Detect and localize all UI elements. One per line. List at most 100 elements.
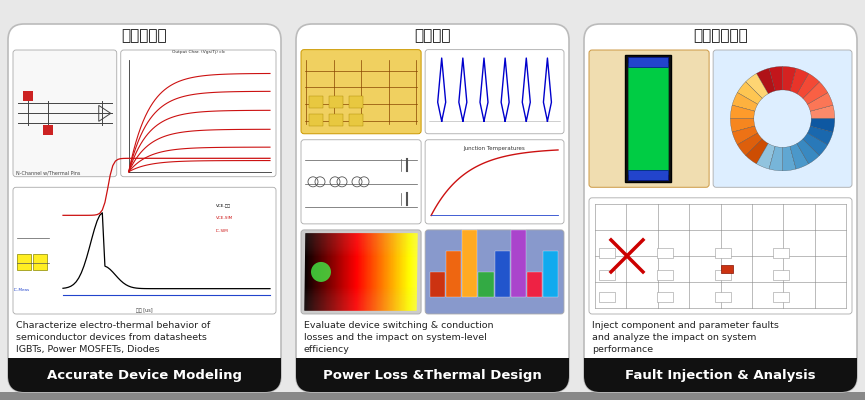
- Bar: [657, 292, 673, 302]
- Bar: [543, 251, 558, 297]
- Bar: [329, 114, 343, 126]
- Bar: [510, 230, 526, 297]
- Text: Inject component and parameter faults: Inject component and parameter faults: [592, 321, 778, 330]
- FancyBboxPatch shape: [301, 140, 421, 224]
- Text: Output Char. (Vgs/Tj) clc: Output Char. (Vgs/Tj) clc: [172, 50, 225, 54]
- Wedge shape: [769, 66, 783, 91]
- Text: Fault Injection & Analysis: Fault Injection & Analysis: [625, 368, 816, 382]
- FancyBboxPatch shape: [713, 50, 852, 187]
- Text: N-Channel w/Thermal Pins: N-Channel w/Thermal Pins: [16, 171, 80, 176]
- Bar: [495, 251, 509, 297]
- Wedge shape: [807, 92, 833, 111]
- Bar: [430, 272, 445, 297]
- FancyBboxPatch shape: [296, 24, 569, 392]
- Bar: [349, 114, 363, 126]
- Bar: [599, 248, 615, 258]
- Bar: [715, 248, 731, 258]
- FancyBboxPatch shape: [8, 358, 281, 392]
- Bar: [349, 96, 363, 108]
- Bar: [773, 248, 789, 258]
- Bar: [43, 125, 53, 135]
- FancyBboxPatch shape: [13, 187, 276, 314]
- Wedge shape: [732, 126, 758, 145]
- Bar: [0, 395, 865, 396]
- Text: performance: performance: [592, 345, 653, 354]
- FancyBboxPatch shape: [584, 24, 857, 392]
- Wedge shape: [811, 105, 835, 119]
- Text: 功率损耗: 功率损耗: [414, 28, 451, 43]
- Text: 故障注入分析: 故障注入分析: [693, 28, 748, 43]
- Text: IGBTs, Power MOSFETs, Diodes: IGBTs, Power MOSFETs, Diodes: [16, 345, 160, 354]
- Bar: [0, 399, 865, 400]
- Wedge shape: [730, 105, 755, 119]
- Bar: [309, 96, 323, 108]
- Text: and analyze the impact on system: and analyze the impact on system: [592, 333, 756, 342]
- FancyBboxPatch shape: [121, 50, 276, 177]
- FancyBboxPatch shape: [584, 358, 857, 392]
- Wedge shape: [803, 133, 828, 156]
- Bar: [17, 254, 31, 270]
- Bar: [715, 292, 731, 302]
- Wedge shape: [732, 92, 758, 111]
- Text: 时间 [us]: 时间 [us]: [136, 308, 153, 313]
- Bar: [584, 358, 857, 375]
- Wedge shape: [737, 133, 762, 156]
- Text: semiconductor devices from datasheets: semiconductor devices from datasheets: [16, 333, 207, 342]
- Bar: [296, 358, 569, 375]
- Bar: [657, 270, 673, 280]
- Wedge shape: [797, 139, 819, 164]
- Wedge shape: [746, 139, 768, 164]
- Wedge shape: [790, 144, 809, 169]
- Bar: [329, 96, 343, 108]
- Wedge shape: [769, 146, 783, 171]
- Wedge shape: [737, 82, 762, 104]
- Text: Accurate Device Modeling: Accurate Device Modeling: [47, 368, 242, 382]
- Bar: [0, 397, 865, 398]
- Text: Evaluate device switching & conduction: Evaluate device switching & conduction: [304, 321, 494, 330]
- Bar: [657, 248, 673, 258]
- Wedge shape: [783, 66, 796, 91]
- Bar: [23, 91, 33, 101]
- FancyBboxPatch shape: [589, 50, 709, 187]
- Wedge shape: [757, 144, 775, 169]
- Bar: [628, 64, 668, 174]
- Text: Junction Temperatures: Junction Temperatures: [464, 146, 525, 151]
- Text: IC-Meas: IC-Meas: [14, 288, 29, 292]
- Bar: [446, 251, 461, 297]
- FancyBboxPatch shape: [301, 230, 421, 314]
- Bar: [715, 270, 731, 280]
- Wedge shape: [803, 82, 828, 104]
- Wedge shape: [811, 119, 835, 132]
- FancyBboxPatch shape: [425, 230, 564, 314]
- FancyBboxPatch shape: [301, 50, 421, 134]
- Bar: [527, 272, 541, 297]
- Bar: [599, 270, 615, 280]
- Bar: [628, 58, 668, 68]
- Wedge shape: [797, 74, 819, 98]
- FancyBboxPatch shape: [296, 358, 569, 392]
- Bar: [599, 292, 615, 302]
- Wedge shape: [746, 74, 768, 98]
- Text: Characterize electro-thermal behavior of: Characterize electro-thermal behavior of: [16, 321, 210, 330]
- Bar: [478, 272, 494, 297]
- Wedge shape: [757, 68, 775, 94]
- Bar: [0, 396, 865, 397]
- Bar: [0, 394, 865, 395]
- Text: efficiency: efficiency: [304, 345, 349, 354]
- Wedge shape: [730, 119, 755, 132]
- Text: VCE-测量: VCE-测量: [216, 203, 231, 207]
- FancyBboxPatch shape: [425, 50, 564, 134]
- Text: 特征化建模: 特征化建模: [122, 28, 167, 43]
- Text: IC-SIM: IC-SIM: [216, 229, 228, 233]
- Bar: [0, 393, 865, 394]
- Bar: [0, 398, 865, 399]
- FancyBboxPatch shape: [13, 50, 117, 177]
- Wedge shape: [783, 146, 796, 171]
- Bar: [0, 392, 865, 393]
- Text: VCE-SIM: VCE-SIM: [216, 216, 234, 220]
- Wedge shape: [807, 126, 833, 145]
- Text: losses and the impact on system-level: losses and the impact on system-level: [304, 333, 487, 342]
- Bar: [462, 230, 477, 297]
- Bar: [773, 270, 789, 280]
- FancyBboxPatch shape: [425, 140, 564, 224]
